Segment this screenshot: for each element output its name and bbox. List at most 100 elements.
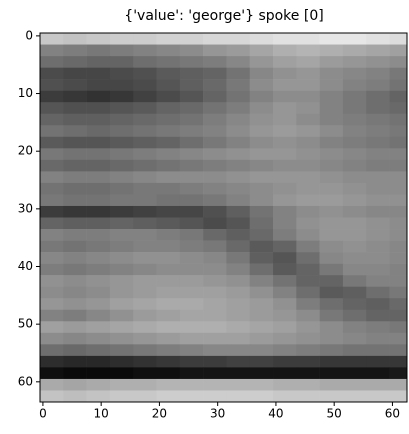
heatmap-cell xyxy=(342,286,367,299)
heatmap-cell xyxy=(40,159,64,172)
heatmap-cell xyxy=(63,125,87,138)
heatmap-cell xyxy=(63,378,87,391)
heatmap-cell xyxy=(179,240,204,253)
heatmap-cell xyxy=(133,252,157,264)
heatmap-cell xyxy=(389,113,408,126)
heatmap-cell xyxy=(319,182,344,195)
heatmap-cell xyxy=(296,332,320,345)
heatmap-cell xyxy=(342,56,367,68)
heatmap-cell xyxy=(389,355,408,368)
heatmap-cell xyxy=(319,367,344,380)
y-tick-label: 40 xyxy=(18,259,33,273)
heatmap-cell xyxy=(342,321,367,334)
heatmap-cell xyxy=(366,194,390,207)
heatmap-cell xyxy=(133,309,157,322)
heatmap-cell xyxy=(342,229,367,241)
heatmap-cell xyxy=(273,148,297,161)
heatmap-cell xyxy=(389,148,408,161)
heatmap-cell xyxy=(63,321,87,334)
heatmap-cell xyxy=(342,205,367,218)
x-tick-label: 40 xyxy=(268,407,283,421)
heatmap-cell xyxy=(40,56,64,68)
heatmap-cell xyxy=(133,263,157,276)
heatmap-cell xyxy=(389,79,408,91)
heatmap-cell xyxy=(86,136,111,149)
heatmap-cell xyxy=(109,79,134,91)
heatmap-cell xyxy=(296,344,320,357)
heatmap-cell xyxy=(203,321,227,334)
heatmap-cell xyxy=(389,240,408,253)
heatmap-cell xyxy=(86,263,111,276)
heatmap-cell xyxy=(179,159,204,172)
heatmap-cell xyxy=(273,390,297,403)
heatmap-cell xyxy=(296,171,320,184)
heatmap-cell xyxy=(366,205,390,218)
heatmap-cell xyxy=(319,194,344,207)
heatmap-cell xyxy=(389,367,408,380)
heatmap-cell xyxy=(133,125,157,138)
heatmap-cell xyxy=(109,344,134,357)
heatmap-cell xyxy=(319,344,344,357)
heatmap-cell xyxy=(389,378,408,391)
heatmap-cell xyxy=(179,344,204,357)
heatmap-cell xyxy=(63,113,87,126)
heatmap-cell xyxy=(63,286,87,299)
heatmap-cell xyxy=(319,378,344,391)
heatmap-cell xyxy=(63,194,87,207)
x-tick-label: 30 xyxy=(210,407,225,421)
heatmap-cell xyxy=(109,67,134,80)
heatmap-cell xyxy=(342,355,367,368)
heatmap-cell xyxy=(63,355,87,368)
heatmap-cell xyxy=(273,309,297,322)
heatmap-cell xyxy=(203,275,227,287)
heatmap-cell xyxy=(366,67,390,80)
heatmap-cell xyxy=(203,355,227,368)
heatmap-cell xyxy=(133,355,157,368)
heatmap-cell xyxy=(86,309,111,322)
heatmap-cell xyxy=(342,125,367,138)
heatmap-cell xyxy=(40,240,64,253)
heatmap-cell xyxy=(109,355,134,368)
heatmap-cell xyxy=(389,171,408,184)
heatmap-cell xyxy=(319,298,344,311)
heatmap-cell xyxy=(203,367,227,380)
heatmap-cell xyxy=(156,182,181,195)
heatmap-cell xyxy=(86,240,111,253)
heatmap-cell xyxy=(40,171,64,184)
heatmap-cell xyxy=(319,355,344,368)
heatmap-cell xyxy=(273,229,297,241)
heatmap-cell xyxy=(156,355,181,368)
heatmap-cell xyxy=(179,205,204,218)
heatmap-cell xyxy=(249,390,274,403)
heatmap-cell xyxy=(133,182,157,195)
heatmap-cell xyxy=(109,298,134,311)
heatmap-cell xyxy=(63,56,87,68)
heatmap-cell xyxy=(389,321,408,334)
heatmap-cell xyxy=(40,102,64,115)
heatmap-cell xyxy=(63,263,87,276)
heatmap-cell xyxy=(63,205,87,218)
heatmap-cell xyxy=(342,332,367,345)
heatmap-cell xyxy=(86,252,111,264)
heatmap-cell xyxy=(63,252,87,264)
heatmap-cell xyxy=(86,378,111,391)
heatmap-cell xyxy=(109,171,134,184)
heatmap-cell xyxy=(249,378,274,391)
heatmap-cell xyxy=(203,67,227,80)
x-tick-label: 60 xyxy=(385,407,400,421)
heatmap-cell xyxy=(40,33,64,45)
heatmap-cell xyxy=(109,148,134,161)
heatmap-cell xyxy=(249,194,274,207)
heatmap-cell xyxy=(86,182,111,195)
heatmap-cell xyxy=(63,33,87,45)
heatmap-cell xyxy=(156,67,181,80)
heatmap-cell xyxy=(63,217,87,230)
heatmap-cell xyxy=(86,79,111,91)
heatmap-cell xyxy=(296,390,320,403)
heatmap-cell xyxy=(179,275,204,287)
heatmap-cell xyxy=(366,286,390,299)
heatmap-cell xyxy=(389,252,408,264)
heatmap-cell xyxy=(389,390,408,403)
heatmap-cell xyxy=(389,44,408,57)
heatmap-cell xyxy=(226,79,251,91)
